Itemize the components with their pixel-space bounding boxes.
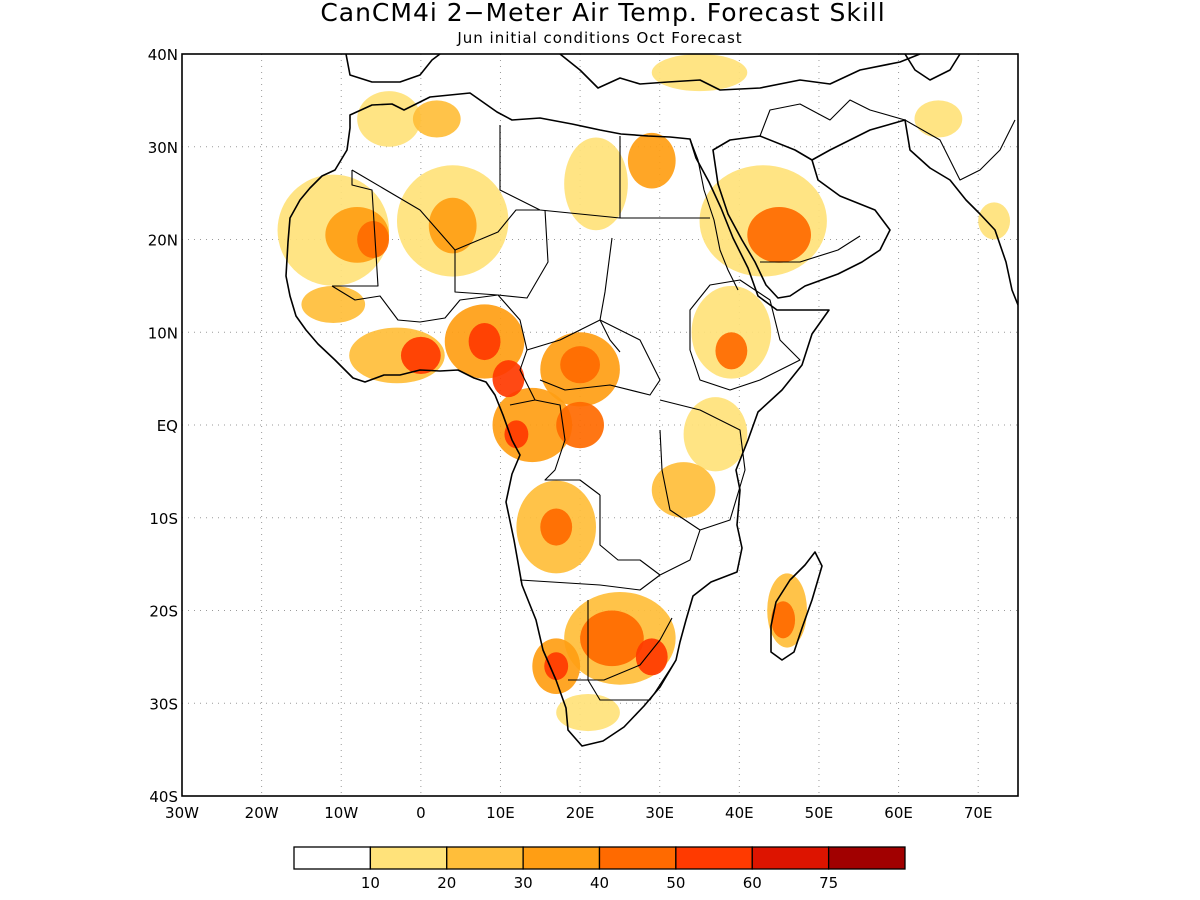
asia-coastline [811,119,1018,306]
caspian-coastline [904,54,961,81]
lat-tick-label: 20N [148,232,178,250]
lat-tick-label: 10S [149,510,178,528]
border-red-sea-west [689,138,739,291]
lat-tick-label: 40N [148,46,178,64]
lat-tick-label: 40S [149,788,178,806]
colorbar-label: 20 [437,874,456,892]
axis-tick-labels: 30W 20W 10W 0 10E 20E 30E 40E 50E 60E 70E 40N 30N 20N… [148,46,993,822]
border-ethiopia [689,279,801,391]
skill-patch [492,360,525,398]
colorbar-label: 10 [361,874,380,892]
skill-patch [560,346,600,384]
lon-tick-label: 20E [566,804,595,822]
map-gridlines [182,54,1018,796]
map-subtitle: Jun initial conditions Oct Forecast [456,29,742,47]
border-algeria-south [351,169,540,251]
skill-patch [556,401,604,449]
lat-tick-label: 30N [148,139,178,157]
colorbar-swatch [675,846,753,870]
colorbar-swatch [522,846,601,870]
skill-patch [651,54,748,92]
madagascar-coastline [770,551,823,661]
border-libya-egypt [499,125,621,219]
colorbar-label: 30 [514,874,533,892]
border-angola-zambia [599,495,661,576]
skill-patch [428,197,477,254]
border-chad-sudan [599,237,621,353]
border-saudi-yemen [760,235,861,263]
lat-tick-label: EQ [157,417,178,435]
skill-patch [627,132,676,189]
skill-patch [914,100,963,138]
lon-tick-label: 70E [964,804,993,822]
map-frame [181,53,1019,797]
coastlines [285,54,1018,747]
border-mauritania-mali [332,170,379,287]
lon-tick-label: 40E [725,804,754,822]
lat-tick-label: 30S [149,695,178,713]
skill-patch [504,420,529,449]
lon-tick-label: 30E [645,804,674,822]
skill-patch [301,285,366,323]
border-namibia-botswana [587,600,673,681]
skill-patch [771,601,796,639]
lon-tick-label: 20W [245,804,279,822]
skill-patch [978,202,1011,240]
lat-tick-label: 20S [149,603,178,621]
skill-shading [277,54,1011,732]
colorbar-swatch [293,846,372,870]
border-iran-afghan [904,119,1016,181]
border-congo-drc [534,399,601,496]
skill-patch [556,693,620,732]
colorbar-swatch [751,846,830,870]
skill-patch [540,508,573,546]
arabia-coastline [712,135,891,299]
lon-tick-label: 10E [486,804,515,822]
skill-patch [635,638,668,676]
colorbar-label: 60 [743,874,762,892]
skill-patch [357,91,421,147]
lon-tick-label: 50E [805,804,834,822]
border-niger-chad [454,209,549,299]
colorbar-swatch [598,846,677,870]
colorbar-swatch [827,846,906,870]
colorbar-swatch [369,846,448,870]
border-iraq-iran [759,99,906,137]
skill-patch [683,397,748,472]
colorbar-swatch [446,846,524,870]
map-title: CanCM4i 2−Meter Air Temp. Forecast Skill [320,0,885,27]
mediterranean-north-coastline [559,54,921,91]
skill-patch [564,137,628,231]
europe-coastline [345,54,441,83]
lon-tick-label: 60E [884,804,913,822]
border-west-africa [331,285,499,323]
border-east-africa [659,399,746,531]
skill-patch [400,336,441,374]
skill-patch [580,610,644,667]
colorbar-label: 75 [819,874,838,892]
border-south-africa [568,659,677,701]
country-borders [331,99,1016,701]
skill-patch [468,322,501,361]
colorbar: 10 20 30 40 50 60 75 [293,846,906,892]
skill-patch [651,462,716,518]
skill-patch [715,332,748,370]
border-central-africa [526,319,661,396]
skill-patch [412,100,461,138]
border-southern-africa [519,529,701,591]
border-nigeria-cameroon [497,294,536,406]
skill-patch [544,652,569,681]
africa-coastline [285,92,830,747]
colorbar-label: 50 [666,874,685,892]
lat-tick-label: 10N [148,324,178,342]
lon-tick-label: 10W [324,804,358,822]
skill-patch [357,220,390,259]
colorbar-label: 40 [590,874,609,892]
skill-patch [747,207,811,263]
lon-tick-label: 30W [165,804,199,822]
lon-tick-label: 0 [416,804,426,822]
